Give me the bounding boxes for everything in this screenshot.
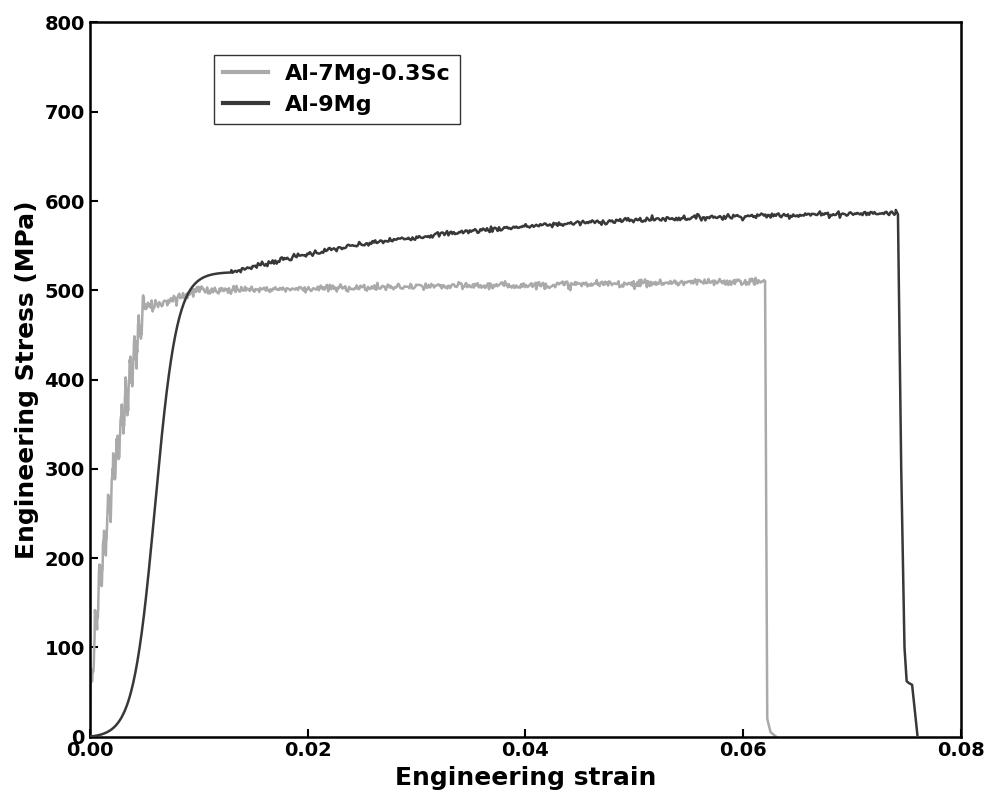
Al-7Mg-0.3Sc	[577, 278, 589, 287]
Al-7Mg-0.3Sc	[136, 307, 148, 316]
Al-7Mg-0.3Sc	[131, 347, 143, 357]
Al-7Mg-0.3Sc	[84, 732, 96, 741]
Legend: Al-7Mg-0.3Sc, Al-9Mg: Al-7Mg-0.3Sc, Al-9Mg	[214, 55, 460, 124]
Al-7Mg-0.3Sc	[87, 665, 99, 675]
Al-9Mg	[890, 205, 902, 215]
Line: Al-7Mg-0.3Sc: Al-7Mg-0.3Sc	[90, 278, 776, 737]
Line: Al-9Mg: Al-9Mg	[90, 210, 918, 737]
Al-9Mg	[357, 240, 369, 250]
Y-axis label: Engineering Stress (MPa): Engineering Stress (MPa)	[15, 200, 39, 559]
Al-9Mg	[441, 226, 453, 236]
Al-7Mg-0.3Sc	[770, 732, 782, 741]
Al-7Mg-0.3Sc	[750, 273, 762, 283]
Al-9Mg	[178, 297, 190, 307]
Al-9Mg	[912, 732, 924, 741]
Al-9Mg	[84, 732, 96, 741]
Al-7Mg-0.3Sc	[231, 284, 243, 294]
Al-7Mg-0.3Sc	[601, 277, 613, 287]
Al-9Mg	[839, 209, 851, 219]
X-axis label: Engineering strain: Engineering strain	[395, 766, 656, 790]
Al-9Mg	[175, 308, 187, 317]
Al-9Mg	[436, 228, 448, 237]
